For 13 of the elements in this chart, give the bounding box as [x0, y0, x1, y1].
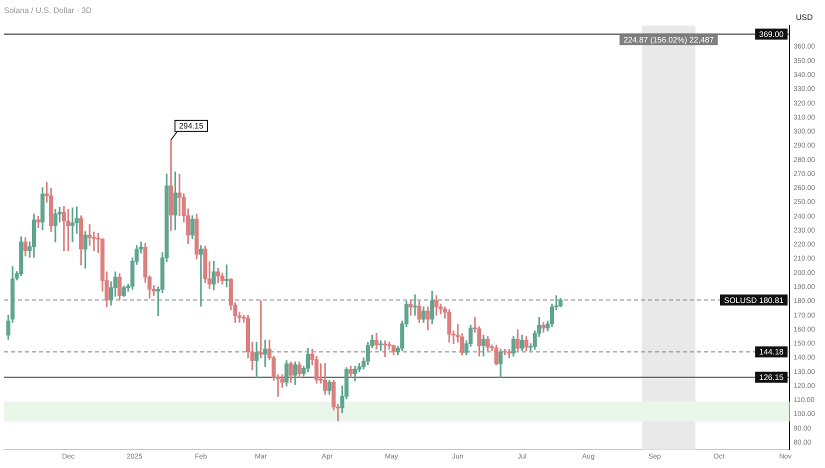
chart-title: Solana / U.S. Dollar · 3D [4, 6, 92, 16]
band-label: 224.87 (156.02%) 22,487 [624, 35, 714, 44]
candlestick [382, 340, 388, 358]
candlestick [62, 206, 66, 252]
candlestick [412, 294, 418, 316]
ref-line-label: 144.18 [759, 348, 784, 357]
ref-line-label: SOLUSD 180.81 [724, 296, 784, 305]
candlestick [198, 245, 203, 307]
annotation: 294.15 [178, 122, 204, 131]
candlestick [70, 208, 75, 242]
ref-line-label: 126.15 [759, 373, 784, 382]
y-axis-title: USD [796, 12, 813, 22]
ref-line-label: 369.00 [759, 30, 784, 39]
